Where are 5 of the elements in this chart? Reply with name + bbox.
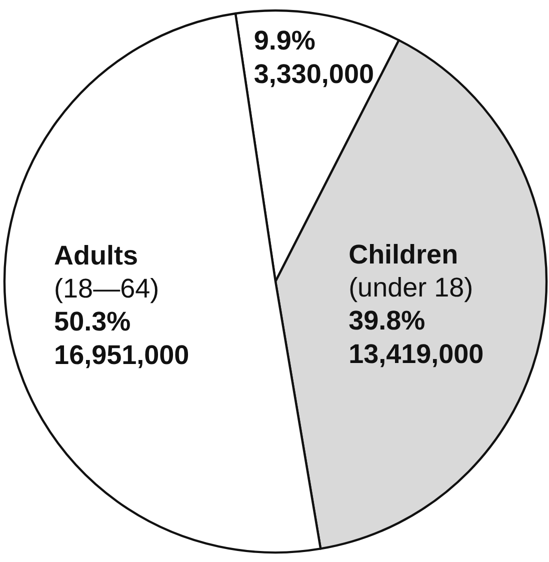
slice-label: Children (under 18)	[348, 240, 474, 303]
data-label: 39.8% 13,419,000	[348, 306, 484, 370]
data-label: 9.9% 3,330,000	[254, 25, 374, 89]
slice-label: Adults (18—64)	[54, 240, 160, 304]
data-label: 50.3% 16,951,000	[54, 306, 190, 370]
